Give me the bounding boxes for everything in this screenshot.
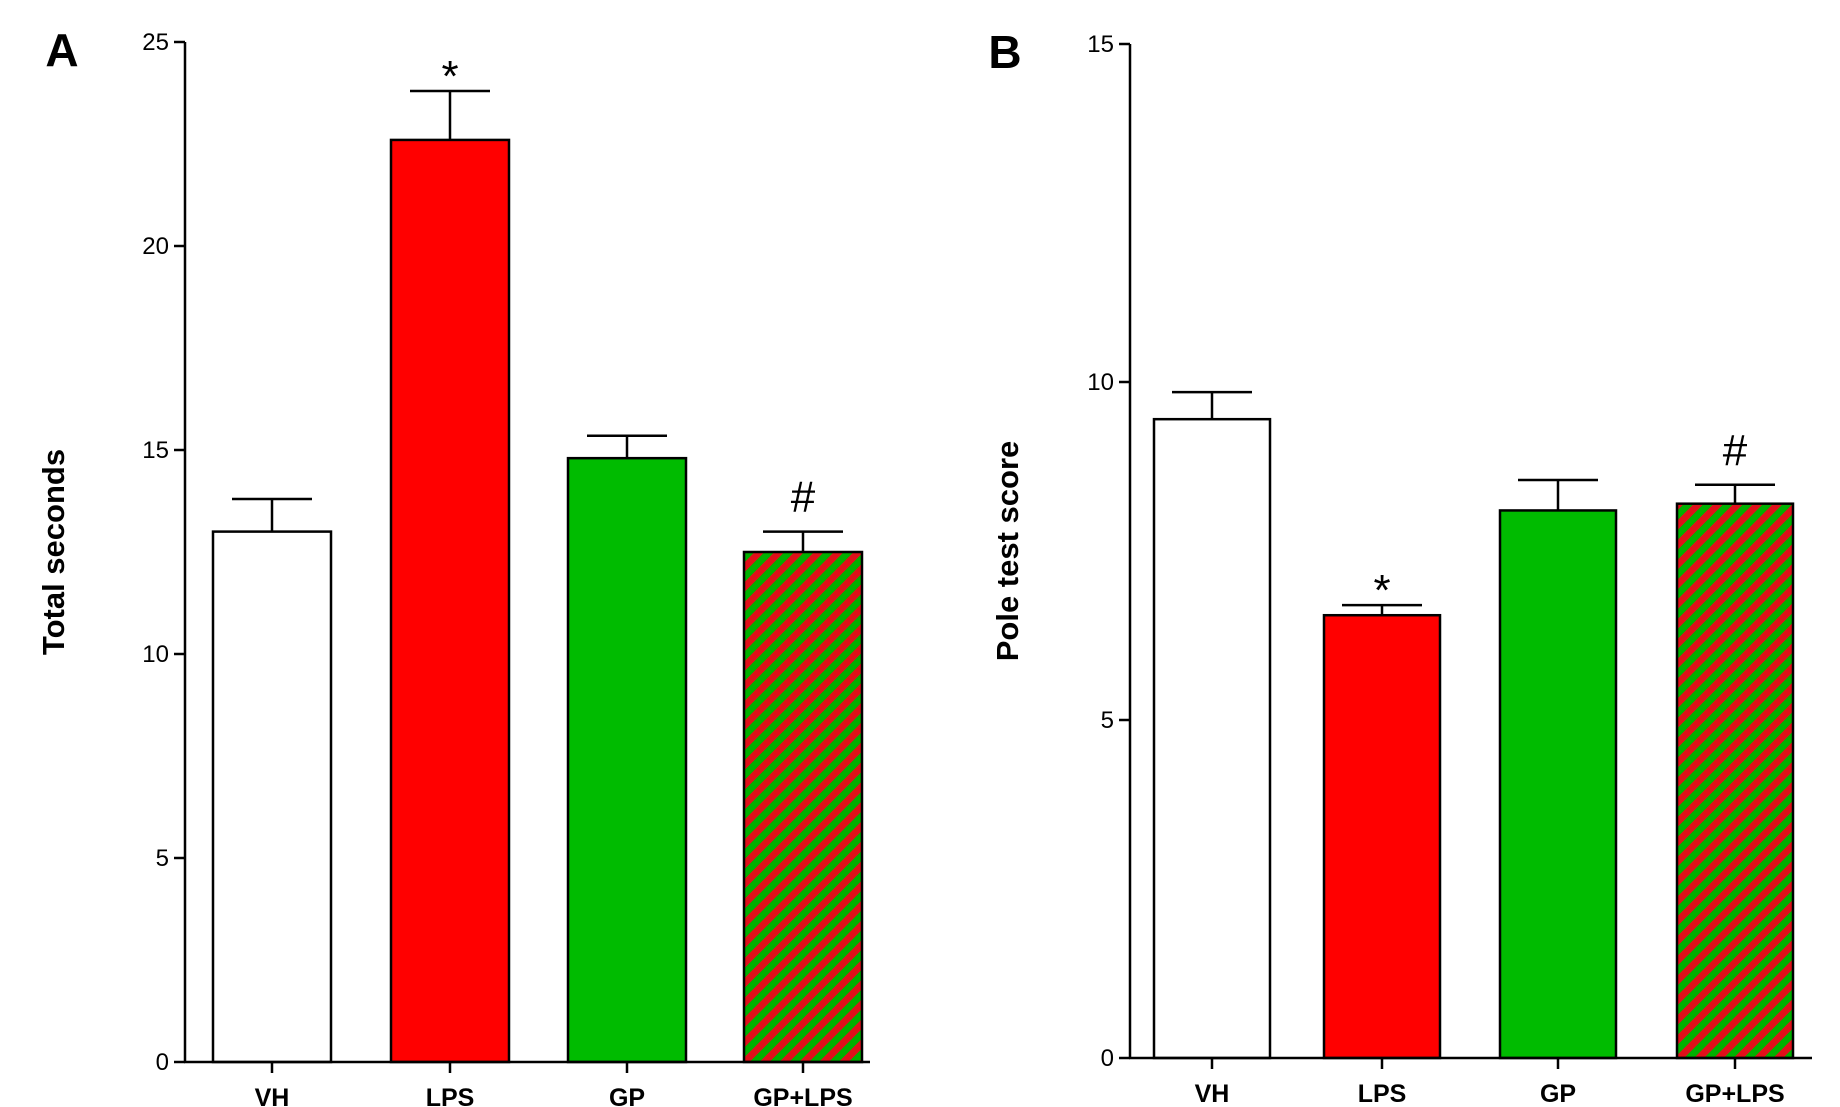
panel-label-b: B [988, 26, 1021, 78]
significance-hash-a: # [791, 473, 816, 522]
panel-b-chart: B Pole test score VH * LPS GP # GP+LPS 0 5 10 15 [988, 26, 1812, 1107]
bar-b-lps [1322, 613, 1442, 1060]
y-axis-title-a: Total seconds [36, 449, 71, 655]
bar-b-gp [1498, 509, 1618, 1060]
y-tick-label-b-15: 15 [1087, 31, 1114, 58]
x-tick-label-b-3: GP+LPS [1685, 1080, 1784, 1107]
bar-a-lps [389, 138, 511, 1064]
error-bar-b-2 [1518, 478, 1598, 511]
x-tick-label-a-1: LPS [426, 1084, 475, 1107]
bar-a-vh [211, 530, 333, 1064]
panel-label-a: A [45, 24, 78, 76]
error-bar-a-1 [410, 89, 490, 140]
y-tick-label-b-0: 0 [1101, 1045, 1114, 1072]
bar-b-gp-plus-lps [1675, 502, 1795, 1060]
bar-a-gp-plus-lps [742, 550, 864, 1064]
bar-a-gp [566, 456, 688, 1064]
x-tick-label-b-2: GP [1540, 1080, 1576, 1107]
panel-a-chart: A Total seconds VH * LPS GP # GP+LPS 0 5 10 15 20 25 [36, 24, 870, 1107]
y-tick-label-a-10: 10 [142, 641, 169, 668]
y-tick-label-a-25: 25 [142, 29, 169, 56]
x-tick-label-b-0: VH [1195, 1080, 1230, 1107]
x-tick-label-a-0: VH [255, 1084, 290, 1107]
y-tick-label-a-0: 0 [156, 1049, 169, 1076]
y-tick-label-b-10: 10 [1087, 369, 1114, 396]
x-tick-label-a-2: GP [609, 1084, 645, 1107]
error-bar-b-1 [1342, 603, 1422, 616]
y-tick-label-b-5: 5 [1101, 707, 1114, 734]
error-bar-b-0 [1172, 390, 1252, 420]
y-tick-label-a-20: 20 [142, 233, 169, 260]
x-tick-label-a-3: GP+LPS [753, 1084, 852, 1107]
error-bar-a-3 [763, 530, 843, 552]
significance-hash-b: # [1723, 426, 1748, 475]
x-tick-label-b-1: LPS [1358, 1080, 1407, 1107]
bar-b-vh [1152, 417, 1272, 1060]
y-tick-label-a-5: 5 [156, 845, 169, 872]
error-bar-b-3 [1695, 483, 1775, 504]
y-tick-label-a-15: 15 [142, 437, 169, 464]
error-bar-a-0 [232, 497, 312, 532]
significance-star-a: * [441, 52, 458, 101]
significance-star-b: * [1373, 566, 1390, 615]
error-bar-a-2 [587, 434, 667, 459]
y-axis-title-b: Pole test score [990, 441, 1025, 662]
